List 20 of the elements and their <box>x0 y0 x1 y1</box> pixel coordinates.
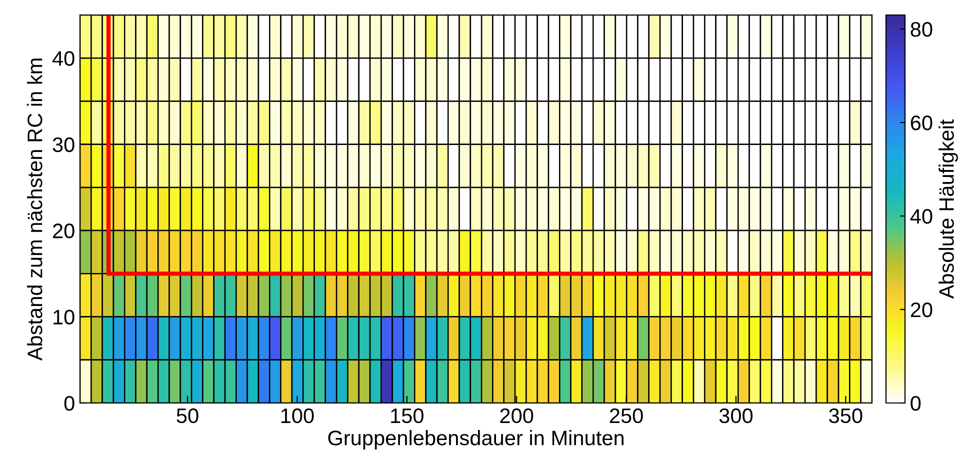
color-bar-label: 40 <box>910 209 932 224</box>
color-bar-label: 80 <box>910 22 932 37</box>
x-tick-label: 300 <box>719 408 753 424</box>
x-tick-label: 200 <box>500 408 534 424</box>
y-axis-title: Abstand zum nächsten RC in km <box>26 58 42 361</box>
color-bar-label: 60 <box>910 116 932 130</box>
y-tick-label: 0 <box>64 396 74 411</box>
y-tick-label: 10 <box>54 310 74 325</box>
color-bar-label: 0 <box>910 396 921 411</box>
color-bar-label: 20 <box>910 302 932 318</box>
x-tick-label: 250 <box>610 408 643 424</box>
y-tick-label: 30 <box>52 137 74 152</box>
x-tick-label: 350 <box>829 408 862 424</box>
x-tick-label: 50 <box>176 408 198 424</box>
x-tick-label: 150 <box>391 408 424 424</box>
color-bar-title: Absolute Häufigkeit <box>938 119 958 299</box>
y-tick-label: 20 <box>53 224 74 238</box>
x-axis-title: Gruppenlebensdauer in Minuten <box>328 430 624 450</box>
x-tick-label: 100 <box>281 408 314 424</box>
y-tick-label: 40 <box>52 51 74 66</box>
